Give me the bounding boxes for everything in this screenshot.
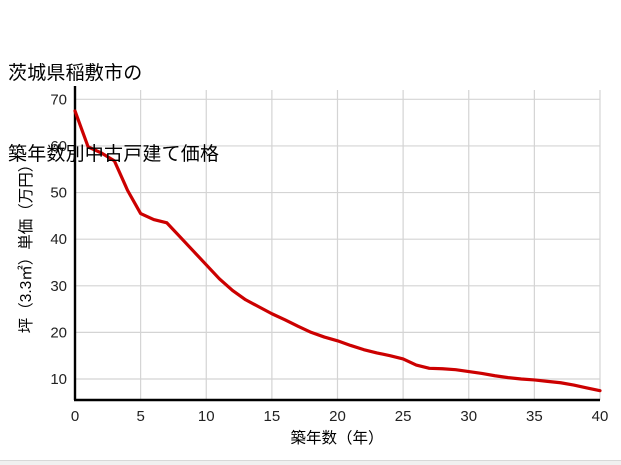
data-series-line: [73, 109, 602, 393]
y-tick-label: 30: [50, 278, 67, 295]
x-tick-label: 20: [329, 408, 346, 425]
x-tick-label: 35: [526, 408, 543, 425]
x-tick-label: 15: [264, 408, 281, 425]
x-tick-labels: 0 5 10 15 20 25 30 35 40: [71, 408, 609, 425]
x-tick-label: 40: [592, 408, 609, 425]
y-tick-label: 70: [50, 91, 67, 108]
x-tick-label: 10: [198, 408, 215, 425]
axis-lines: [73, 86, 600, 402]
y-tick-label: 60: [50, 138, 67, 155]
y-tick-label: 50: [50, 185, 67, 202]
window-bottom-strip: [0, 460, 621, 465]
title-line-2: 築年数別中古戸建て価格: [8, 144, 220, 165]
y-tick-label: 40: [50, 231, 67, 248]
y-tick-label: 10: [50, 371, 67, 388]
y-axis-title: 坪（3.3㎡）単価（万円）: [17, 157, 35, 334]
x-tick-label: 25: [395, 408, 412, 425]
x-axis-title: 築年数（年）: [290, 429, 383, 447]
x-tick-label: 30: [460, 408, 477, 425]
gridlines: [75, 90, 601, 400]
x-tick-label: 0: [71, 408, 79, 425]
y-tick-label: 20: [50, 324, 67, 341]
x-tick-label: 5: [136, 408, 144, 425]
y-tick-labels: 10 20 30 40 50 60 70: [50, 91, 67, 388]
series-polyline: [73, 109, 602, 393]
page-title: 茨城県稲敷市の 築年数別中古戸建て価格: [8, 6, 219, 222]
title-line-1: 茨城県稲敷市の: [8, 63, 143, 84]
